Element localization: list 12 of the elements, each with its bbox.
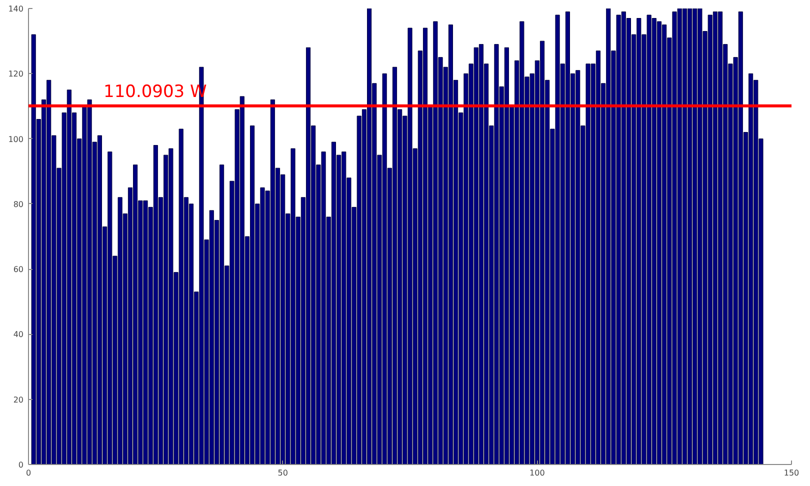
y-tick-label: 40 xyxy=(13,330,24,340)
y-tick-label: 100 xyxy=(8,134,24,144)
x-tick-label: 150 xyxy=(784,468,800,478)
x-tick-label: 100 xyxy=(530,468,545,478)
y-tick-label: 60 xyxy=(13,265,24,274)
y-tick-label: 140 xyxy=(8,4,24,14)
y-tick-label: 80 xyxy=(13,200,24,209)
y-tick-label: 0 xyxy=(18,460,24,470)
y-tick-label: 120 xyxy=(8,70,24,79)
x-tick-label: 50 xyxy=(278,468,288,478)
y-tick-label: 20 xyxy=(13,395,24,404)
x-tick-label: 0 xyxy=(26,468,32,478)
